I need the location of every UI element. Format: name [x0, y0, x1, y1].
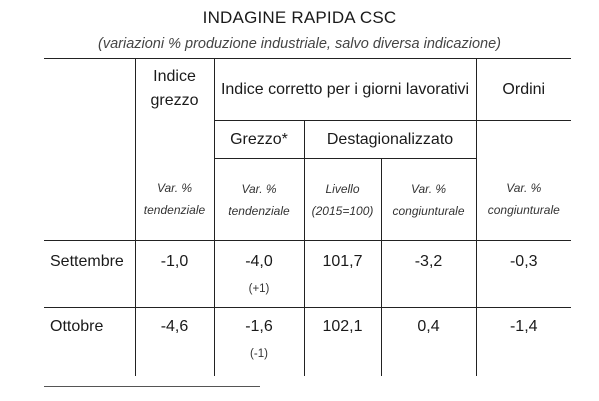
table-row: Settembre -1,0 -4,0 (+1) 101,7 -3,2 -0,3 — [44, 240, 572, 308]
header-indice-corretto: Indice corretto per i giorni lavorativi — [214, 58, 477, 121]
survey-table: Indice grezzo Indice corretto per i gior… — [44, 58, 572, 376]
table-subtitle: (variazioni % produzione industriale, sa… — [98, 36, 501, 52]
corner-cell-2 — [44, 120, 136, 159]
subheader-ordini: Var. % congiunturale — [476, 158, 572, 241]
subheader-livello: Livello (2015=100) — [304, 158, 382, 241]
subheader-grezzo-corretto: Var. % tendenziale — [214, 158, 305, 241]
cell-livello: 101,7 — [304, 240, 382, 308]
row-label: Settembre — [44, 240, 136, 308]
header-ordini-blank — [475, 120, 572, 159]
table-row: Ottobre -4,6 -1,6 (-1) 102,1 0,4 -1,4 — [44, 307, 571, 376]
cell-congiunturale: 0,4 — [381, 307, 477, 376]
subheader-congiunturale: Var. % congiunturale — [381, 158, 477, 241]
subheader-indice-grezzo: Var. % tendenziale — [135, 158, 215, 241]
cell-ordini: -0,3 — [476, 240, 572, 308]
corner-cell-3 — [44, 158, 136, 241]
cell-livello: 102,1 — [304, 307, 382, 376]
cell-ordini: -1,4 — [509, 318, 538, 335]
header-ordini: Ordini — [476, 58, 572, 121]
table-title: INDAGINE RAPIDA CSC — [202, 8, 397, 27]
cell-grezzo-note: (+1) — [248, 283, 270, 295]
cell-grezzo-note: (-1) — [250, 348, 268, 360]
cell-indice-grezzo: -1,0 — [135, 240, 215, 308]
cell-indice-grezzo: -4,6 — [135, 307, 215, 376]
header-destagionalizzato: Destagionalizzato — [304, 120, 477, 159]
cell-grezzo-corretto: -4,0 (+1) — [214, 240, 305, 308]
footnote-divider — [44, 386, 260, 387]
header-grezzo-star: Grezzo* — [214, 120, 305, 159]
corner-cell — [44, 58, 136, 121]
header-indice-grezzo: Indice grezzo — [135, 58, 215, 159]
cell-grezzo-corretto: -1,6 (-1) — [214, 307, 305, 376]
cell-congiunturale: -3,2 — [381, 240, 477, 308]
row-label: Ottobre — [44, 307, 136, 376]
